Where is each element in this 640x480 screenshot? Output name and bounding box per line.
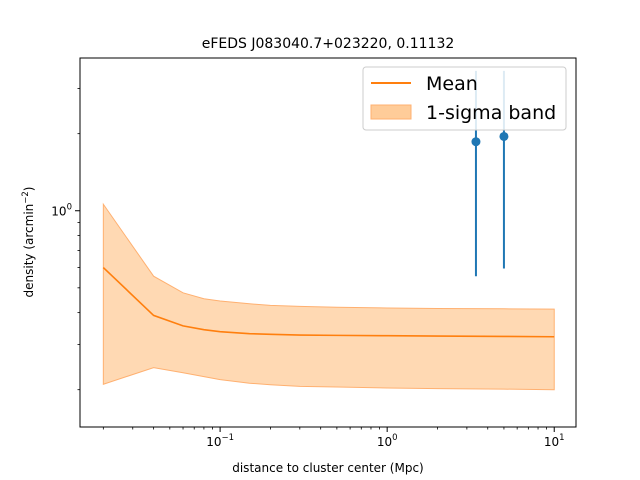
data-point-0 (471, 137, 481, 147)
y-axis-label-close: ) (22, 187, 36, 192)
data-point-1 (499, 131, 509, 141)
legend-band-label: 1-sigma band (426, 102, 556, 124)
x-axis: 10−1 100 101 (102, 427, 565, 449)
sigma-band (102, 202, 555, 391)
chart-title: eFEDS J083040.7+023220, 0.11132 (202, 36, 455, 52)
legend-box (362, 66, 567, 131)
y-tick-label-0: 100 (51, 203, 72, 219)
axes-frame (79, 57, 577, 428)
y-axis-label-exponent: −2 (21, 191, 31, 204)
x-tick-label-0: 10−1 (206, 433, 234, 449)
x-axis-label: distance to cluster center (Mpc) (232, 461, 424, 475)
x-tick-label-2: 101 (544, 433, 565, 449)
y-axis-label-main: density (arcmin (22, 204, 36, 298)
y-axis: 100 (51, 88, 80, 391)
x-tick-label-1: 100 (377, 433, 398, 449)
mean-line (102, 266, 555, 338)
legend-mean-label: Mean (426, 73, 478, 95)
y-axis-label: density (arcmin−2) (21, 187, 36, 298)
legend: Mean 1-sigma band (362, 66, 567, 131)
legend-band-swatch (370, 104, 412, 120)
